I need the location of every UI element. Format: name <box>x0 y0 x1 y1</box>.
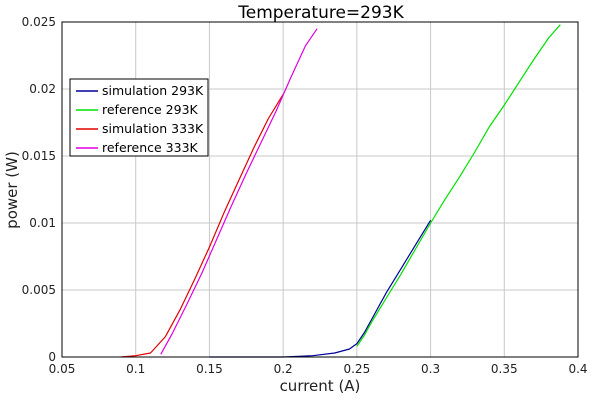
legend-entry: simulation 333K <box>102 121 204 136</box>
x-axis-ticks: 0.05 0.1 0.15 0.2 0.25 0.3 0.35 0.4 <box>49 362 588 376</box>
y-tick-label: 0.005 <box>22 283 56 297</box>
series-layer <box>120 24 561 358</box>
grid <box>61 21 579 358</box>
y-axis-ticks: 0 0.005 0.01 0.015 0.02 0.025 <box>22 15 56 364</box>
x-tick-label: 0.15 <box>196 362 223 376</box>
x-tick-label: 0.35 <box>491 362 518 376</box>
series-line-1 <box>356 24 561 347</box>
x-tick-label: 0.3 <box>421 362 440 376</box>
plot-frame <box>61 21 579 358</box>
legend-entry: reference 333K <box>102 140 199 155</box>
y-tick-label: 0.01 <box>29 216 56 230</box>
legend-entry: simulation 293K <box>102 83 204 98</box>
y-tick-label: 0.015 <box>22 149 56 163</box>
legend: simulation 293K reference 293K simulation … <box>69 78 209 157</box>
x-tick-label: 0.2 <box>274 362 293 376</box>
x-tick-label: 0.25 <box>343 362 370 376</box>
y-tick-label: 0 <box>48 350 56 364</box>
y-tick-label: 0.02 <box>29 82 56 96</box>
series-line-2 <box>120 94 284 358</box>
series-line-3 <box>160 28 318 355</box>
chart-title: Temperature=293K <box>237 3 404 23</box>
x-tick-label: 0.05 <box>49 362 76 376</box>
legend-entry: reference 293K <box>102 102 199 117</box>
y-tick-label: 0.025 <box>22 15 56 29</box>
y-axis-label: power (W) <box>3 151 21 229</box>
x-tick-label: 0.4 <box>568 362 587 376</box>
series-line-0 <box>209 219 432 358</box>
x-tick-label: 0.1 <box>126 362 145 376</box>
legend-box <box>69 78 209 157</box>
x-axis-label: current (A) <box>280 377 361 395</box>
